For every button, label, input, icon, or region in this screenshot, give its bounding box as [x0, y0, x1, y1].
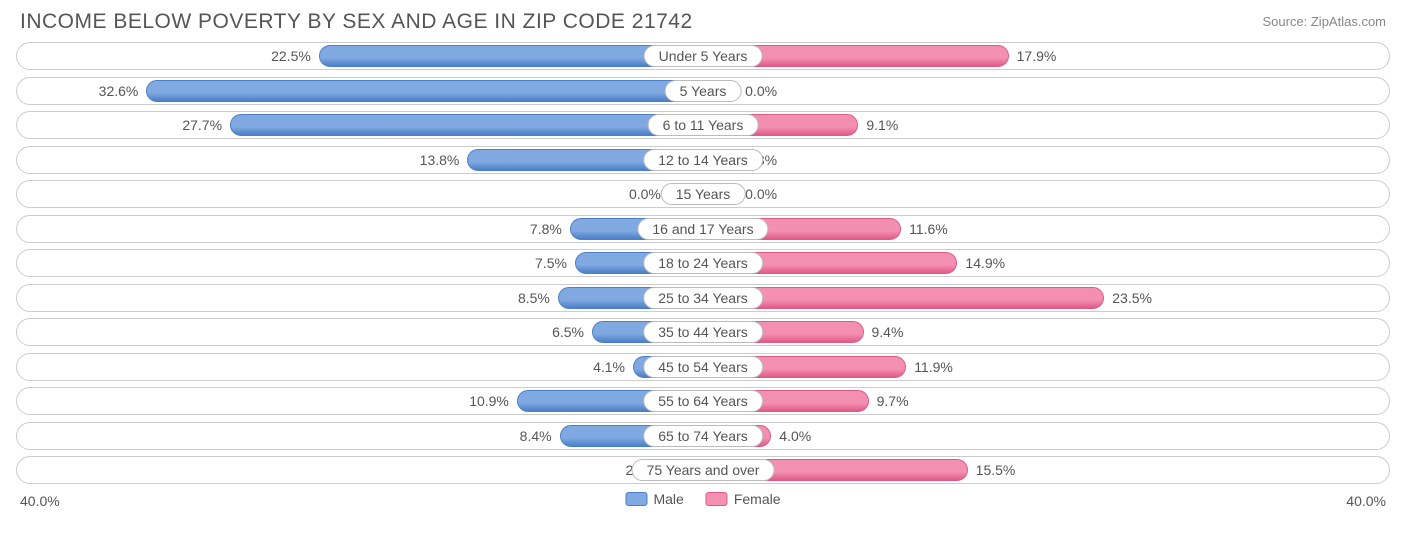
legend-swatch — [706, 492, 728, 506]
chart-row: 27.7% 9.1% 6 to 11 Years — [16, 111, 1390, 139]
female-value-label: 11.6% — [901, 218, 948, 240]
male-value-label: 10.9% — [469, 390, 517, 412]
female-value-label: 0.0% — [737, 80, 777, 102]
male-value-label: 8.5% — [518, 287, 558, 309]
category-label: 65 to 74 Years — [643, 425, 763, 447]
chart-row: 10.9% 9.7% 55 to 64 Years — [16, 387, 1390, 415]
legend-item: Male — [625, 491, 683, 507]
female-value-label: 23.5% — [1104, 287, 1152, 309]
male-value-label: 8.4% — [520, 425, 560, 447]
category-label: 25 to 34 Years — [643, 287, 763, 309]
legend-swatch — [625, 492, 647, 506]
category-label: 5 Years — [665, 80, 742, 102]
category-label: 35 to 44 Years — [643, 321, 763, 343]
male-value-label: 27.7% — [182, 114, 230, 136]
axis-label-right: 40.0% — [1346, 493, 1386, 509]
male-value-label: 7.8% — [530, 218, 570, 240]
male-value-label: 7.5% — [535, 252, 575, 274]
male-value-label: 13.8% — [420, 149, 468, 171]
chart-row: 22.5% 17.9% Under 5 Years — [16, 42, 1390, 70]
female-value-label: 14.9% — [957, 252, 1005, 274]
chart-row: 13.8%1.8%12 to 14 Years — [16, 146, 1390, 174]
category-label: 55 to 64 Years — [643, 390, 763, 412]
chart-row: 7.5% 14.9% 18 to 24 Years — [16, 249, 1390, 277]
chart-title: INCOME BELOW POVERTY BY SEX AND AGE IN Z… — [20, 10, 693, 34]
legend-item: Female — [706, 491, 781, 507]
female-value-label: 9.4% — [864, 321, 904, 343]
category-label: 15 Years — [661, 183, 746, 205]
category-label: Under 5 Years — [644, 45, 763, 67]
female-value-label: 17.9% — [1009, 45, 1057, 67]
category-label: 75 Years and over — [632, 459, 775, 481]
category-label: 12 to 14 Years — [643, 149, 763, 171]
female-value-label: 9.7% — [869, 390, 909, 412]
chart-row: 7.8% 11.6% 16 and 17 Years — [16, 215, 1390, 243]
female-value-label: 15.5% — [968, 459, 1016, 481]
male-bar — [146, 80, 703, 102]
male-value-label: 4.1% — [593, 356, 633, 378]
chart-body: 22.5% 17.9% Under 5 Years 32.6% 0.0%5 Years 2… — [16, 42, 1390, 484]
chart-row: 8.4% 4.0% 65 to 74 Years — [16, 422, 1390, 450]
chart-row: 6.5% 9.4% 35 to 44 Years — [16, 318, 1390, 346]
chart-container: INCOME BELOW POVERTY BY SEX AND AGE IN Z… — [0, 0, 1406, 559]
chart-row: 0.0%0.0%15 Years — [16, 180, 1390, 208]
category-label: 16 and 17 Years — [637, 218, 768, 240]
female-value-label: 4.0% — [771, 425, 811, 447]
category-label: 45 to 54 Years — [643, 356, 763, 378]
header: INCOME BELOW POVERTY BY SEX AND AGE IN Z… — [16, 10, 1390, 42]
legend-label: Female — [734, 491, 781, 507]
chart-source: Source: ZipAtlas.com — [1262, 10, 1386, 29]
chart-row: 8.5% 23.5% 25 to 34 Years — [16, 284, 1390, 312]
female-value-label: 11.9% — [906, 356, 953, 378]
female-value-label: 9.1% — [858, 114, 898, 136]
male-bar — [230, 114, 703, 136]
chart-row: 2.2%15.5%75 Years and over — [16, 456, 1390, 484]
axis-label-left: 40.0% — [20, 493, 60, 509]
category-label: 18 to 24 Years — [643, 252, 763, 274]
chart-row: 4.1% 11.9% 45 to 54 Years — [16, 353, 1390, 381]
legend: Male Female — [625, 491, 780, 507]
male-value-label: 32.6% — [99, 80, 147, 102]
legend-label: Male — [653, 491, 683, 507]
chart-footer: 40.0% Male Female 40.0% — [16, 491, 1390, 519]
male-value-label: 6.5% — [552, 321, 592, 343]
chart-row: 32.6% 0.0%5 Years — [16, 77, 1390, 105]
male-value-label: 22.5% — [271, 45, 319, 67]
female-bar — [703, 287, 1104, 309]
category-label: 6 to 11 Years — [648, 114, 759, 136]
